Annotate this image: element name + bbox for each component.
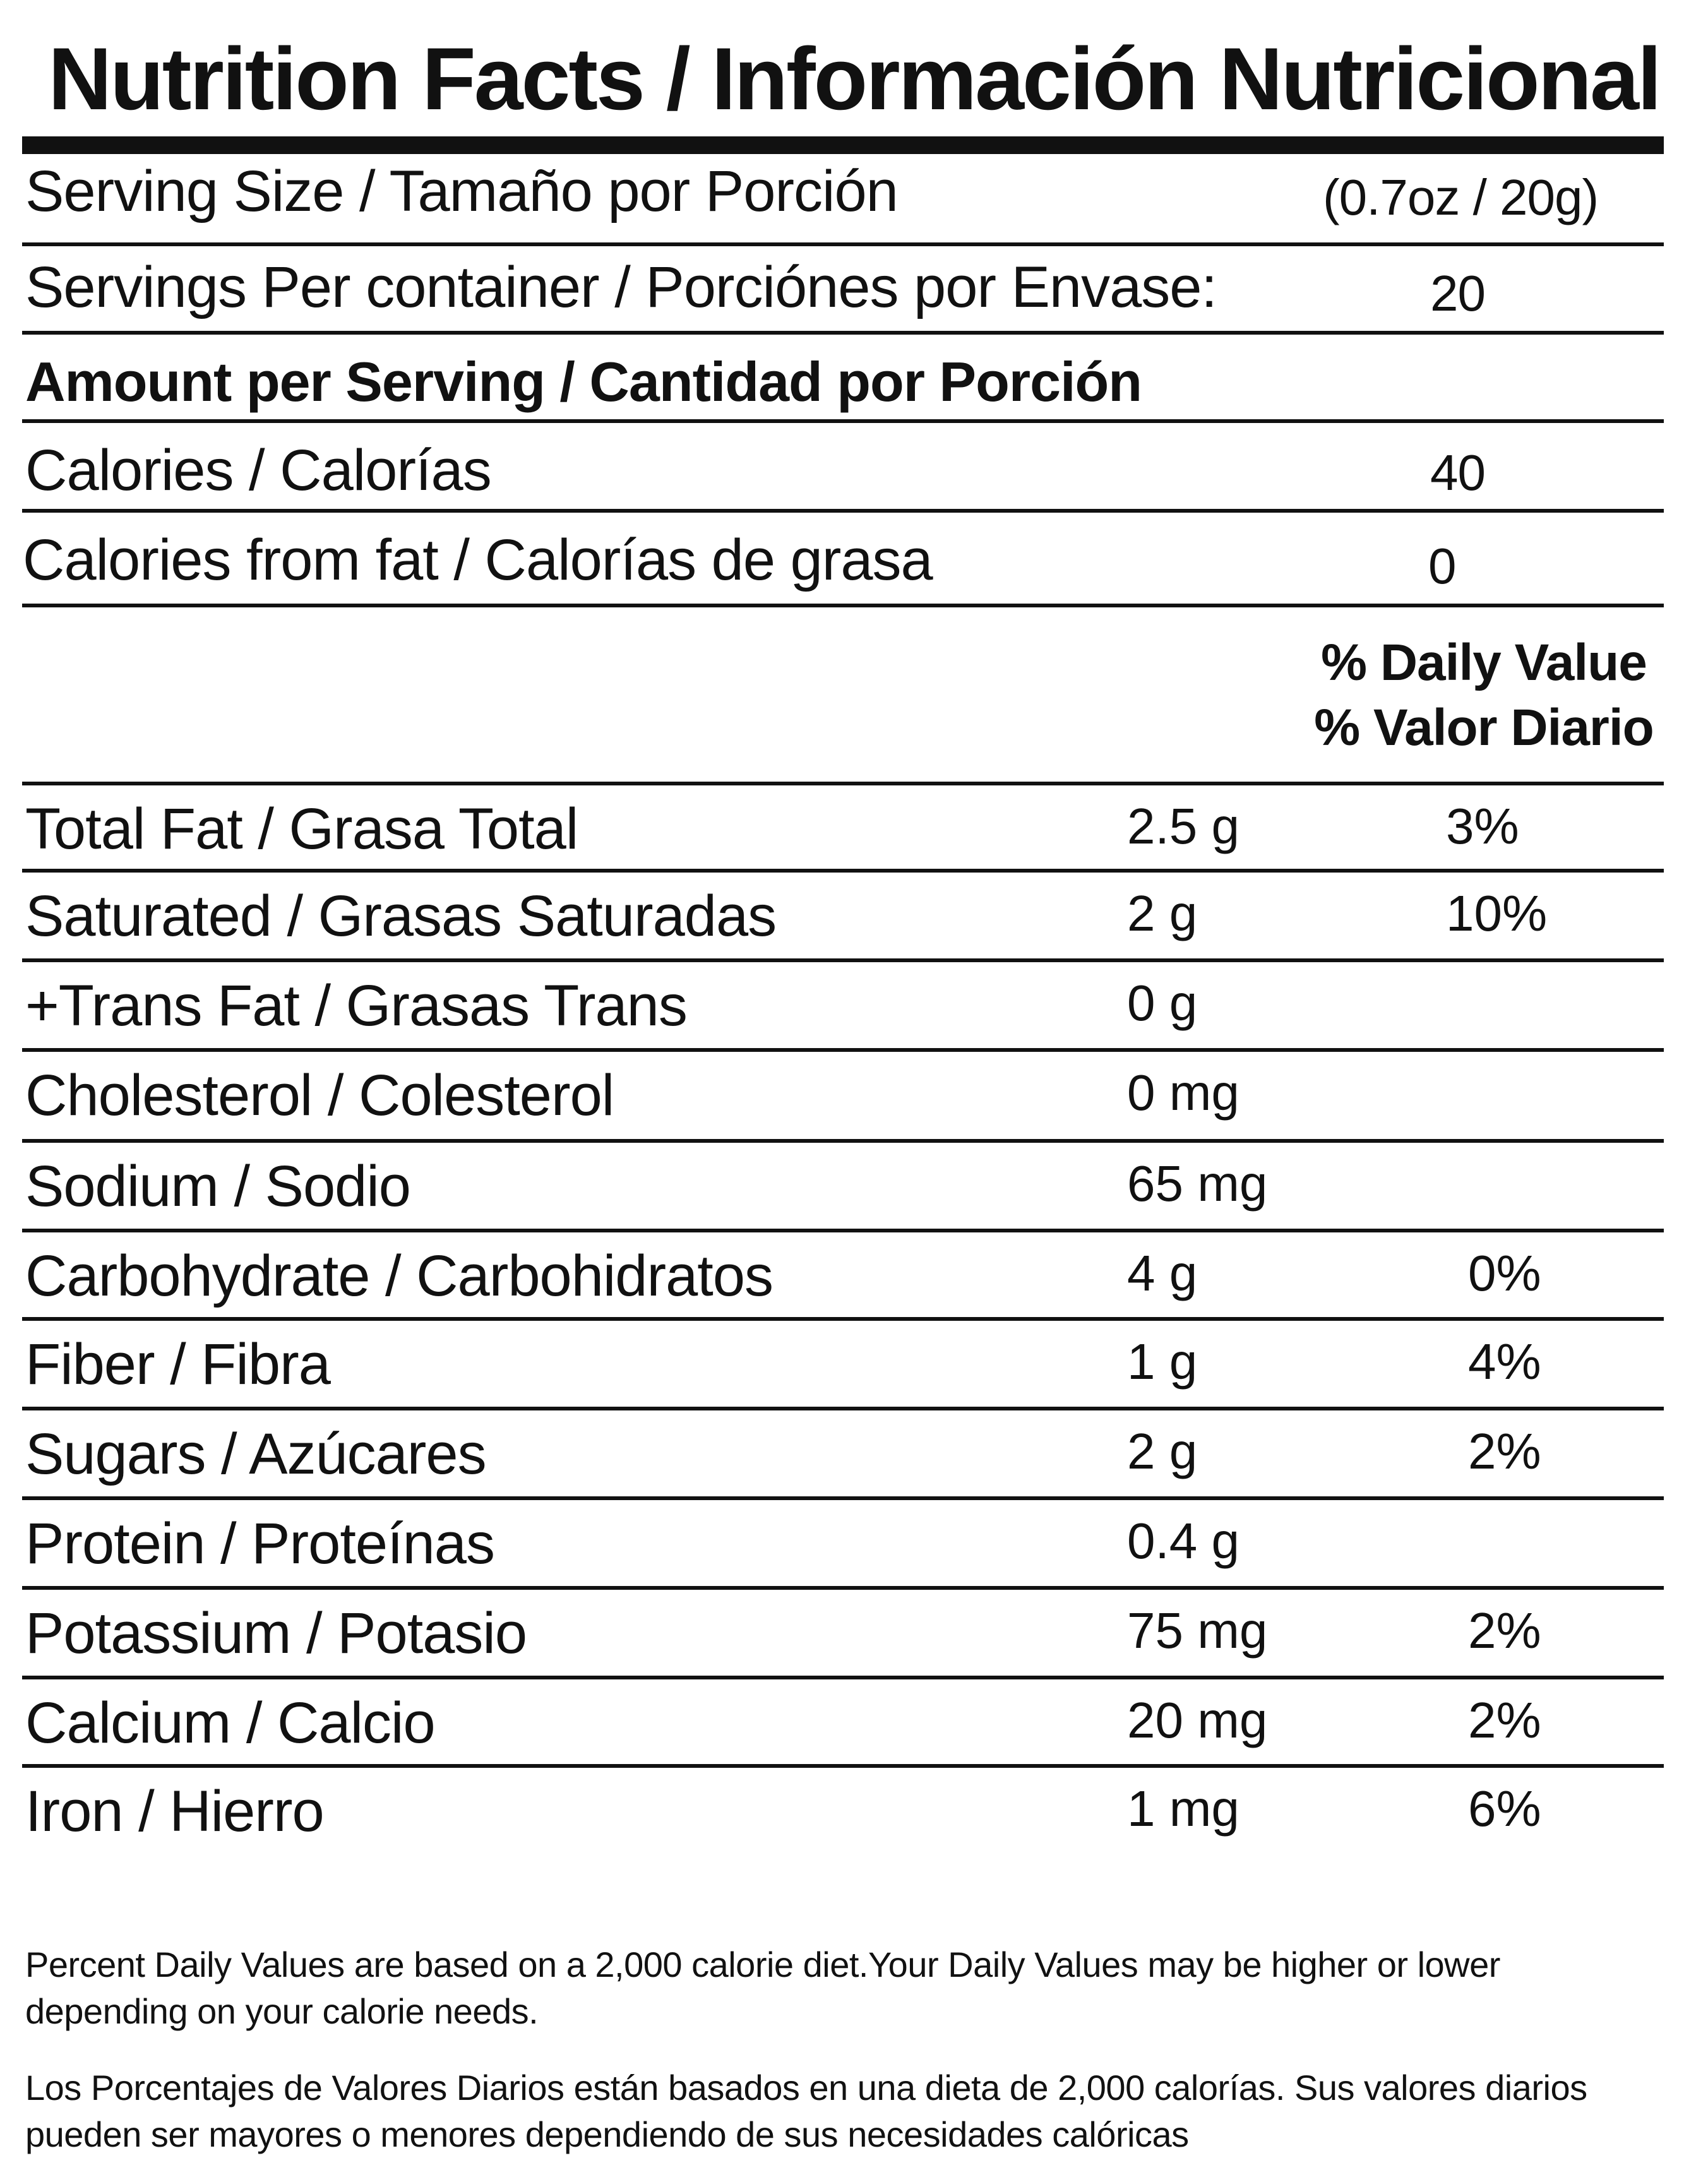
nutrient-name: +Trans Fat / Grasas Trans (25, 974, 688, 1038)
nutrient-amount: 75 mg (1127, 1602, 1268, 1659)
nutrient-row: Potassium / Potasio 75 mg 2% (0, 1590, 1708, 1679)
nutrient-daily-value: 0% (1468, 1245, 1541, 1301)
nutrient-row: Sodium / Sodio 65 mg (0, 1143, 1708, 1232)
nutrient-daily-value: 2% (1468, 1692, 1541, 1748)
daily-value-header-en: % Daily Value (1321, 634, 1647, 691)
nutrient-row: Calcium / Calcio 20 mg 2% (0, 1679, 1708, 1768)
nutrient-amount: 2 g (1127, 1423, 1198, 1479)
nutrient-amount: 65 mg (1127, 1155, 1268, 1212)
servings-per-container-value: 20 (1430, 265, 1486, 321)
row-divider (22, 782, 1664, 785)
nutrient-amount: 2.5 g (1127, 798, 1239, 854)
nutrient-daily-value: 3% (1446, 798, 1519, 854)
row-divider (22, 1676, 1664, 1679)
label-title: Nutrition Facts / Información Nutriciona… (48, 29, 1662, 128)
nutrient-name: Calcium / Calcio (25, 1691, 436, 1755)
row-divider (22, 1317, 1664, 1321)
row-divider (22, 958, 1664, 962)
nutrient-amount: 0 mg (1127, 1064, 1239, 1121)
servings-per-container-label: Servings Per container / Porciónes por E… (25, 255, 1217, 319)
row-divider (22, 331, 1664, 335)
daily-value-header-es: % Valor Diario (1314, 699, 1654, 756)
row-divider (22, 242, 1664, 246)
footnote-english: Percent Daily Values are based on a 2,00… (25, 1945, 1500, 2031)
nutrient-daily-value: 4% (1468, 1333, 1541, 1390)
nutrient-row: +Trans Fat / Grasas Trans 0 g (0, 962, 1708, 1052)
nutrient-name: Saturated / Grasas Saturadas (25, 884, 777, 948)
nutrient-row: Cholesterol / Colesterol 0 mg (0, 1052, 1708, 1143)
nutrient-name: Fiber / Fibra (25, 1332, 331, 1397)
row-divider (22, 1139, 1664, 1143)
nutrient-amount: 1 g (1127, 1333, 1198, 1390)
row-divider (22, 1586, 1664, 1590)
row-divider (22, 1229, 1664, 1232)
nutrient-daily-value: 2% (1468, 1602, 1541, 1659)
calories-from-fat-label: Calories from fat / Calorías de grasa (23, 528, 933, 592)
amount-per-serving-heading: Amount per Serving / Cantidad por Porció… (25, 350, 1142, 413)
row-divider (22, 1407, 1664, 1410)
nutrient-daily-value: 2% (1468, 1423, 1541, 1479)
row-divider (22, 419, 1664, 423)
row-divider (22, 869, 1664, 873)
nutrient-amount: 1 mg (1127, 1780, 1239, 1837)
nutrient-name: Protein / Proteínas (25, 1511, 495, 1576)
nutrient-row: Carbohydrate / Carbohidratos 4 g 0% (0, 1232, 1708, 1321)
nutrient-name: Sugars / Azúcares (25, 1422, 487, 1486)
row-divider (22, 1764, 1664, 1768)
nutrient-amount: 20 mg (1127, 1692, 1268, 1748)
nutrient-row: Total Fat / Grasa Total 2.5 g 3% (0, 785, 1708, 874)
nutrient-name: Total Fat / Grasa Total (25, 797, 578, 861)
nutrient-amount: 0.4 g (1127, 1513, 1239, 1569)
nutrient-amount: 2 g (1127, 885, 1198, 941)
nutrient-row: Sugars / Azúcares 2 g 2% (0, 1410, 1708, 1500)
calories-from-fat-value: 0 (1428, 538, 1456, 594)
row-divider (22, 604, 1664, 607)
calories-label: Calories / Calorías (25, 438, 492, 503)
serving-size-label: Serving Size / Tamaño por Porción (25, 159, 899, 224)
nutrient-row: Iron / Hierro 1 mg 6% (0, 1768, 1708, 1856)
nutrient-name: Potassium / Potasio (25, 1601, 527, 1666)
calories-value: 40 (1430, 444, 1486, 501)
nutrient-name: Carbohydrate / Carbohidratos (25, 1244, 773, 1308)
nutrient-daily-value: 6% (1468, 1780, 1541, 1837)
nutrient-name: Iron / Hierro (25, 1779, 325, 1844)
nutrient-row: Fiber / Fibra 1 g 4% (0, 1321, 1708, 1410)
nutrient-name: Cholesterol / Colesterol (25, 1063, 614, 1128)
row-divider (22, 509, 1664, 513)
nutrient-daily-value: 10% (1446, 885, 1548, 941)
nutrient-amount: 4 g (1127, 1245, 1198, 1301)
row-divider (22, 1048, 1664, 1052)
nutrient-name: Sodium / Sodio (25, 1154, 411, 1219)
nutrient-row: Protein / Proteínas 0.4 g (0, 1500, 1708, 1590)
row-divider (22, 1496, 1664, 1500)
nutrient-row: Saturated / Grasas Saturadas 2 g 10% (0, 873, 1708, 962)
title-divider-thick (22, 136, 1664, 154)
nutrient-amount: 0 g (1127, 975, 1198, 1031)
serving-size-value: (0.7oz / 20g) (1323, 169, 1599, 225)
footnote-spanish: Los Porcentajes de Valores Diarios están… (25, 2068, 1587, 2154)
